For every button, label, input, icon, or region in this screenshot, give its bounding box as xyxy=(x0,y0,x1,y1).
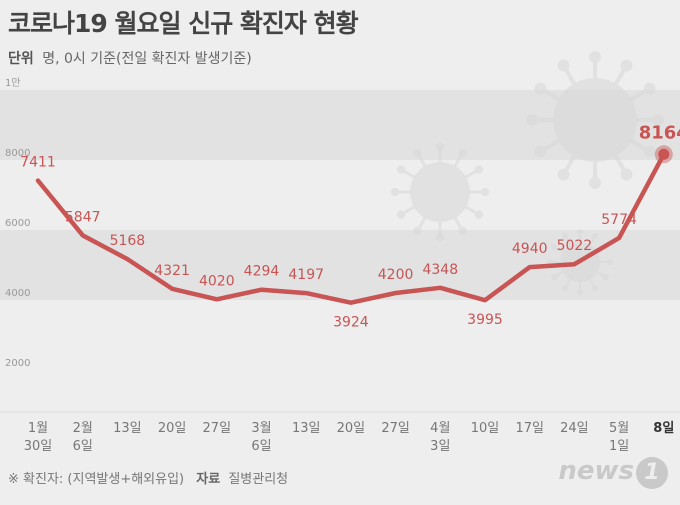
y-tick-label: 1만 xyxy=(5,77,21,89)
unit-label: 단위 xyxy=(8,51,34,67)
data-label: 4200 xyxy=(378,267,414,283)
x-tick-label: 1일 xyxy=(609,439,629,454)
x-tick-label: 27일 xyxy=(203,421,232,436)
data-label: 7411 xyxy=(20,155,56,171)
series-line xyxy=(35,152,667,305)
x-tick-label: 1월 xyxy=(28,421,48,436)
y-tick-label: 4000 xyxy=(5,288,30,299)
x-tick-label: 20일 xyxy=(337,421,366,436)
x-tick-label: 30일 xyxy=(24,439,53,454)
chart-title: 코로나19 월요일 신규 확진자 현황 xyxy=(8,9,359,38)
x-tick-label: 13일 xyxy=(113,421,142,436)
x-tick-label: 8일 xyxy=(653,421,674,436)
data-point xyxy=(658,148,670,160)
x-tick-label: 6일 xyxy=(251,439,271,454)
x-tick-label: 5월 xyxy=(609,421,629,436)
data-label: 4348 xyxy=(422,262,458,278)
data-label: 3924 xyxy=(333,315,369,331)
data-label: 5022 xyxy=(557,238,593,254)
source-name: 질병관리청 xyxy=(228,472,289,487)
data-label: 4940 xyxy=(512,241,548,257)
chart-subtitle: 단위 명, 0시 기준(전일 확진자 발생기준) xyxy=(8,48,252,68)
x-tick-label: 17일 xyxy=(515,421,544,436)
x-tick-label: 27일 xyxy=(381,421,410,436)
data-label: 4197 xyxy=(288,267,324,283)
y-tick-label: 2000 xyxy=(5,358,30,369)
y-tick-label: 6000 xyxy=(5,218,30,229)
news1-logo: news 1 xyxy=(558,456,668,489)
y-tick-label: 8000 xyxy=(5,148,30,159)
x-tick-label: 24일 xyxy=(560,421,589,436)
data-label: 8164 xyxy=(639,122,680,143)
x-tick-label: 6일 xyxy=(73,439,93,454)
data-label: 4321 xyxy=(154,263,190,279)
x-tick-label: 13일 xyxy=(292,421,321,436)
footer-note: ※ 확진자: (지역발생+해외유입) 자료 질병관리청 xyxy=(8,468,288,487)
x-tick-label: 4월 xyxy=(430,421,450,436)
x-tick-label: 3월 xyxy=(251,421,271,436)
x-tick-label: 2월 xyxy=(73,421,93,436)
data-label: 5168 xyxy=(110,233,146,249)
unit-text: 명, 0시 기준(전일 확진자 발생기준) xyxy=(42,51,252,67)
data-label: 4020 xyxy=(199,273,235,289)
data-label: 5847 xyxy=(65,209,101,225)
definition-note: ※ 확진자: (지역발생+해외유입) xyxy=(8,472,185,487)
x-tick-label: 10일 xyxy=(471,421,500,436)
data-label: 5774 xyxy=(601,212,637,228)
data-label: 4294 xyxy=(244,264,280,280)
source-label: 자료 xyxy=(196,472,221,487)
x-tick-label: 20일 xyxy=(158,421,187,436)
virus-icon xyxy=(390,142,490,242)
data-label: 3995 xyxy=(467,312,503,328)
virus-icon xyxy=(526,51,664,189)
x-tick-label: 3일 xyxy=(430,439,450,454)
